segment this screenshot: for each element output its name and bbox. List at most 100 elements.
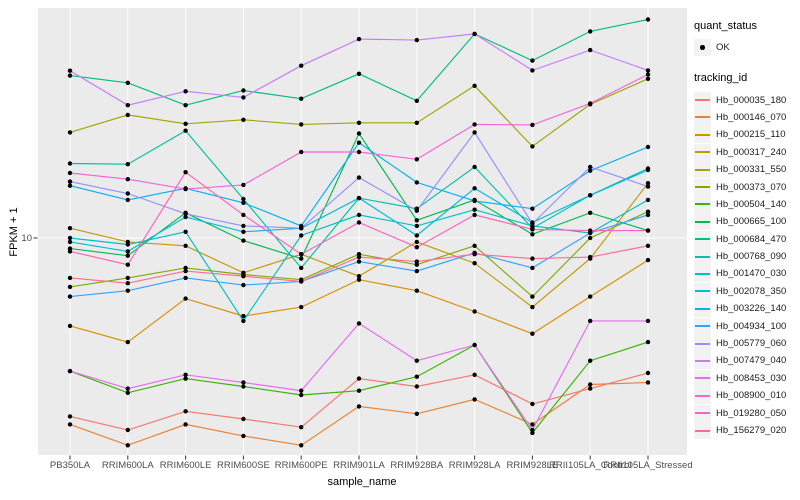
- data-point: [530, 232, 535, 237]
- data-point: [530, 294, 535, 299]
- data-point: [356, 376, 362, 381]
- data-point: [472, 212, 477, 218]
- data-point: [472, 186, 477, 191]
- point-icon: [700, 45, 705, 50]
- data-point: [67, 179, 73, 184]
- x-tick-label: RRIM600PE: [274, 460, 328, 471]
- legend-item-label: Hb_000035_180: [716, 94, 787, 106]
- data-point: [414, 268, 419, 274]
- legend-item-label: Hb_003226_140: [716, 303, 787, 315]
- data-point: [645, 197, 651, 203]
- data-point: [299, 122, 304, 127]
- line-swatch-icon: [695, 359, 710, 362]
- legend-item-Hb_000684_470: Hb_000684_470: [694, 230, 798, 248]
- legend-item-label: Hb_000684_470: [716, 233, 787, 245]
- legend-item-label: Hb_008453_030: [716, 372, 787, 384]
- data-point: [414, 233, 419, 238]
- data-point: [645, 243, 651, 248]
- data-point: [183, 214, 188, 220]
- legend-item-Hb_000504_140: Hb_000504_140: [694, 195, 798, 213]
- x-tick-label: RRIM600LA: [101, 460, 154, 471]
- data-point: [299, 392, 304, 398]
- data-point: [356, 175, 362, 180]
- data-point: [645, 167, 651, 173]
- x-tick-label: RRIM928BA: [390, 460, 444, 471]
- data-point: [645, 184, 651, 189]
- data-point: [241, 313, 246, 319]
- data-point: [67, 414, 73, 419]
- data-point: [241, 196, 246, 202]
- line-swatch-icon: [695, 116, 710, 119]
- data-point: [414, 98, 419, 104]
- data-point: [125, 80, 130, 86]
- data-point: [67, 170, 73, 176]
- legend-item-label: Hb_005779_060: [716, 338, 787, 350]
- legend-item-Hb_000373_070: Hb_000373_070: [694, 178, 798, 196]
- data-point: [530, 58, 535, 63]
- line-swatch-icon: [695, 394, 710, 397]
- legend-item-Hb_007479_040: Hb_007479_040: [694, 352, 798, 370]
- data-point: [241, 274, 246, 279]
- line-swatch-icon: [695, 238, 710, 241]
- legend-key-line: [694, 195, 711, 213]
- legend-key-line: [694, 161, 711, 179]
- data-point: [241, 212, 246, 218]
- data-point: [645, 318, 651, 324]
- legend-item-Hb_019280_050: Hb_019280_050: [694, 404, 798, 422]
- legend-key-line: [694, 108, 711, 126]
- legend-key-line: [694, 422, 711, 439]
- legend-key-line: [694, 282, 711, 300]
- data-point: [588, 318, 593, 324]
- data-point: [125, 191, 130, 196]
- legend-key-line: [694, 335, 711, 353]
- legend-item-label: Hb_000373_070: [716, 181, 787, 193]
- legend-item-Hb_008900_010: Hb_008900_010: [694, 387, 798, 405]
- data-point: [414, 157, 419, 162]
- data-point: [125, 242, 130, 247]
- data-point: [645, 144, 651, 150]
- data-point: [356, 321, 362, 326]
- data-point: [299, 149, 304, 155]
- x-tick-label: RRII105LA_Control: [548, 460, 632, 471]
- data-point: [645, 212, 651, 218]
- data-point: [356, 274, 362, 279]
- data-point: [241, 318, 246, 324]
- data-point: [241, 200, 246, 205]
- line-swatch-icon: [695, 412, 710, 415]
- data-point: [588, 164, 593, 170]
- legend-key-line: [694, 352, 711, 370]
- data-point: [125, 288, 130, 293]
- data-point: [356, 140, 362, 145]
- data-point: [645, 370, 651, 376]
- data-point: [299, 256, 304, 261]
- line-swatch-icon: [695, 307, 710, 310]
- data-point: [356, 259, 362, 264]
- data-point: [125, 262, 130, 267]
- data-point: [588, 294, 593, 299]
- data-point: [125, 443, 130, 448]
- data-point: [67, 249, 73, 254]
- data-point: [530, 265, 535, 271]
- line-swatch-icon: [695, 168, 710, 171]
- data-point: [530, 206, 535, 211]
- data-point: [645, 257, 651, 263]
- data-point: [414, 245, 419, 250]
- x-tick-label: RRIM928LA: [448, 460, 501, 471]
- data-point: [588, 228, 593, 233]
- legend-item-label: Hb_004934_100: [716, 320, 787, 332]
- legend-item-label: Hb_000504_140: [716, 198, 787, 210]
- data-point: [183, 229, 188, 234]
- legend-item-Hb_000665_100: Hb_000665_100: [694, 213, 798, 231]
- data-point: [414, 262, 419, 267]
- data-point: [299, 226, 304, 231]
- data-point: [472, 164, 477, 170]
- data-point: [183, 265, 188, 271]
- legend-item-label: Hb_002078_350: [716, 285, 787, 297]
- data-point: [472, 397, 477, 402]
- legend-item-label: Hb_001470_030: [716, 268, 787, 280]
- data-point: [645, 228, 651, 233]
- y-tick-label: 10: [21, 233, 32, 244]
- legend-item-Hb_000215_110: Hb_000215_110: [694, 126, 798, 144]
- data-point: [241, 416, 246, 422]
